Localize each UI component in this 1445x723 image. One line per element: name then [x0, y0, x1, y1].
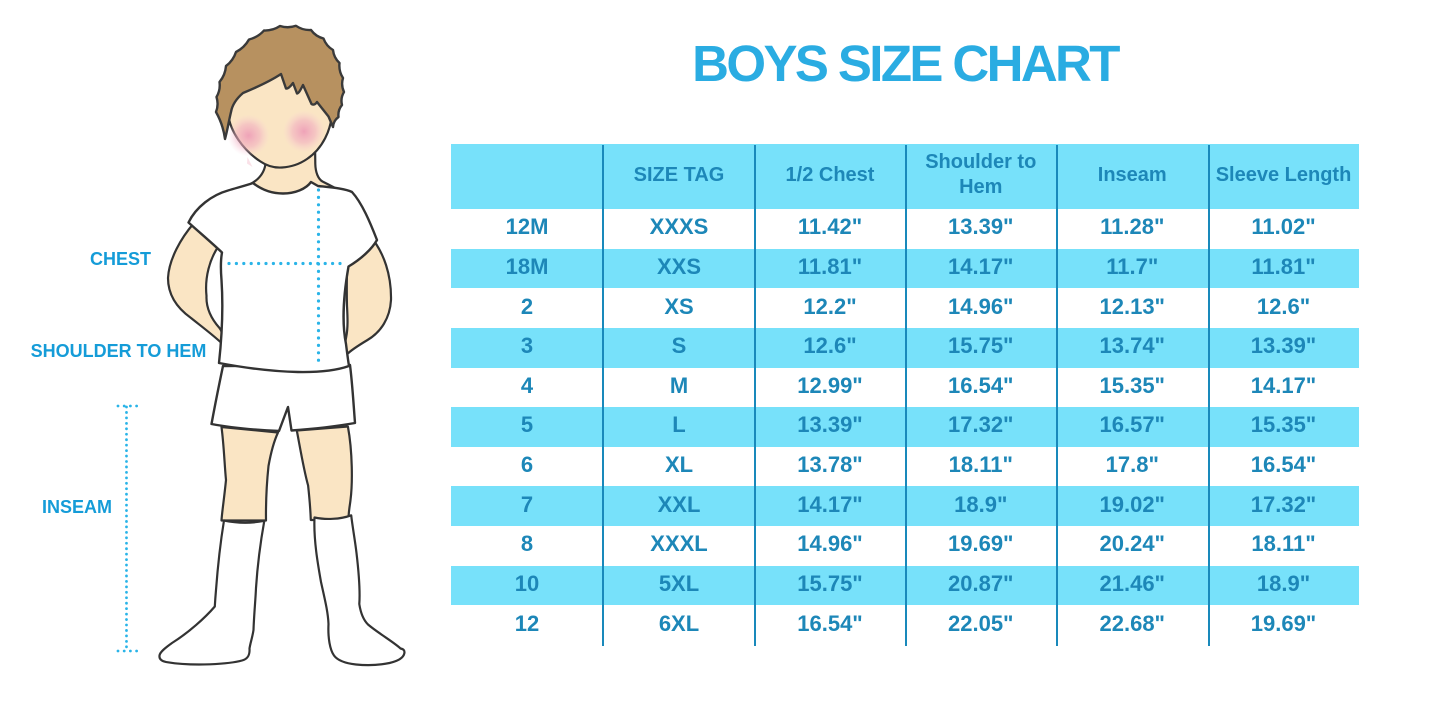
svg-text:CHEST: CHEST: [90, 249, 151, 269]
svg-text:INSEAM: INSEAM: [42, 497, 112, 517]
svg-text:SHOULDER TO HEM: SHOULDER TO HEM: [31, 341, 207, 361]
